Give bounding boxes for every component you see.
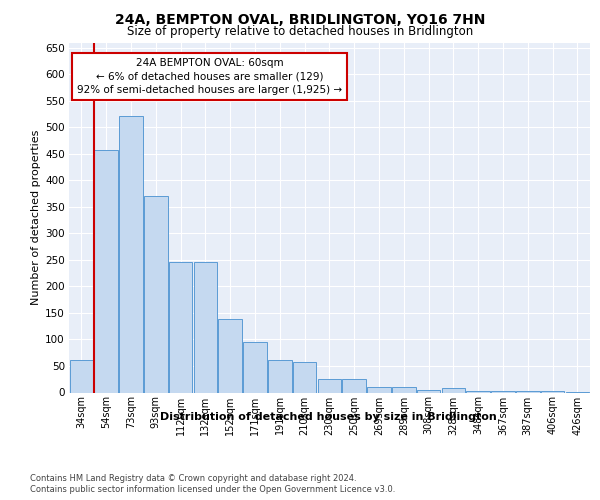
Bar — [442, 388, 465, 392]
Bar — [194, 262, 217, 392]
Bar — [343, 379, 366, 392]
Text: 24A, BEMPTON OVAL, BRIDLINGTON, YO16 7HN: 24A, BEMPTON OVAL, BRIDLINGTON, YO16 7HN — [115, 12, 485, 26]
Bar — [466, 391, 490, 392]
Bar — [169, 262, 193, 392]
Bar — [293, 362, 316, 392]
Text: Contains public sector information licensed under the Open Government Licence v3: Contains public sector information licen… — [30, 485, 395, 494]
Bar — [417, 390, 440, 392]
Text: Size of property relative to detached houses in Bridlington: Size of property relative to detached ho… — [127, 25, 473, 38]
Bar — [218, 320, 242, 392]
Y-axis label: Number of detached properties: Number of detached properties — [31, 130, 41, 305]
Text: Distribution of detached houses by size in Bridlington: Distribution of detached houses by size … — [160, 412, 497, 422]
Bar — [392, 386, 416, 392]
Bar — [94, 150, 118, 392]
Bar — [243, 342, 267, 392]
Bar — [491, 391, 515, 392]
Bar — [119, 116, 143, 392]
Bar — [367, 386, 391, 392]
Bar — [144, 196, 167, 392]
Bar — [317, 378, 341, 392]
Text: Contains HM Land Registry data © Crown copyright and database right 2024.: Contains HM Land Registry data © Crown c… — [30, 474, 356, 483]
Text: 24A BEMPTON OVAL: 60sqm
← 6% of detached houses are smaller (129)
92% of semi-de: 24A BEMPTON OVAL: 60sqm ← 6% of detached… — [77, 58, 342, 94]
Bar — [268, 360, 292, 392]
Bar — [70, 360, 93, 392]
